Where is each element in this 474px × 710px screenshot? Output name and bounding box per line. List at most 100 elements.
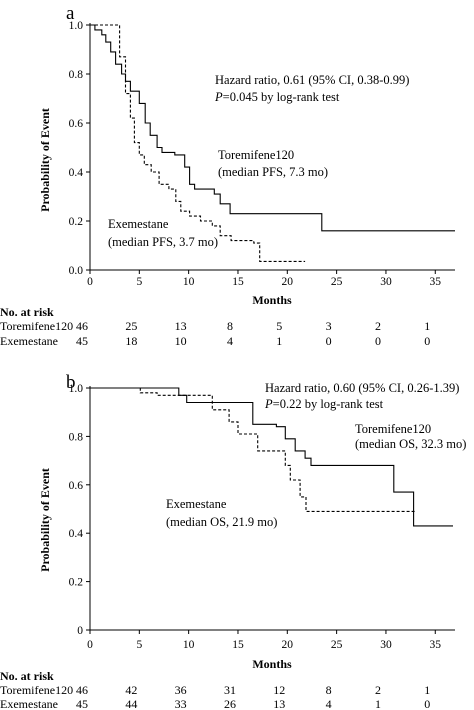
panel-b-series1-median: (median OS, 32.3 mo): [355, 437, 466, 451]
panel-b-p-symbol: P: [264, 397, 273, 411]
panel-b-p-text: =0.22 by log-rank test: [273, 397, 384, 411]
panel-a-risk-row-name: Toremifene120: [0, 319, 73, 333]
panel-b-x-tick-label: 10: [183, 639, 195, 651]
panel-a-kaplan-meier-pfs: a Probability of Event 0.0 0.2 0.4 0.6 0.8 1.…: [0, 3, 455, 348]
panel-a-risk-value: 1: [276, 334, 282, 348]
panel-b-curves: [90, 387, 453, 527]
panel-a-risk-value: 8: [227, 319, 233, 333]
panel-b-risk-row-name: Toremifene120: [0, 683, 73, 697]
panel-b-x-tick-label: 30: [380, 639, 392, 651]
panel-a-series1-label: Toremifene120: [218, 148, 294, 162]
panel-b-y-tick-label: 0: [77, 625, 83, 637]
panel-a-risk-value: 45: [76, 334, 88, 348]
panel-a-axes: 0.0 0.2 0.4 0.6 0.8 1.0 0 5 10 15 20 25 30 35: [69, 20, 455, 288]
panel-b-axes: 0 0.2 0.4 0.6 0.8 1.0 0 5 10 15 20 25 30 35: [69, 383, 455, 651]
panel-b-risk-value: 1: [375, 697, 381, 710]
panel-a-hazard-ratio: Hazard ratio, 0.61 (95% CI, 0.38-0.99): [215, 73, 409, 87]
panel-a-risk-header: No. at risk: [0, 305, 54, 319]
panel-a-risk-row-name: Exemestane: [0, 334, 58, 348]
panel-a-risk-value: 0: [424, 334, 430, 348]
panel-a-x-tick-label: 25: [331, 276, 343, 288]
panel-b-risk-value: 26: [224, 697, 236, 710]
panel-b-risk-value: 2: [375, 683, 381, 697]
panel-a-risk-value: 46: [76, 319, 88, 333]
panel-a-x-tick-label: 0: [87, 276, 93, 288]
panel-b-x-tick-label: 25: [331, 639, 343, 651]
panel-a-risk-value: 2: [375, 319, 381, 333]
panel-a-x-tick-label: 5: [136, 276, 142, 288]
panel-a-risk-value: 3: [326, 319, 332, 333]
panel-a-curve-toremifene120: [90, 24, 455, 232]
panel-a-risk-value: 18: [125, 334, 137, 348]
panel-a-risk-value: 25: [125, 319, 137, 333]
panel-a-y-tick-label: 0.2: [69, 216, 84, 228]
panel-a-risk-value: 0: [375, 334, 381, 348]
panel-a-x-axis-title: Months: [252, 293, 292, 307]
panel-a-risk-value: 13: [175, 319, 187, 333]
panel-b-x-tick-label: 5: [136, 639, 142, 651]
panel-b-x-tick-label: 0: [87, 639, 93, 651]
panel-b-risk-value: 31: [224, 683, 236, 697]
panel-a-risk-value: 10: [175, 334, 187, 348]
panel-a-x-tick-label: 20: [282, 276, 294, 288]
panel-b-risk-value: 4: [326, 697, 332, 710]
panel-b-x-axis-title: Months: [252, 657, 292, 671]
panel-a-y-tick-label: 0.6: [69, 118, 84, 130]
panel-b-risk-value: 45: [76, 697, 88, 710]
panel-b-risk-value: 8: [326, 683, 332, 697]
panel-a-x-tick-label: 10: [183, 276, 195, 288]
panel-b-risk-value: 1: [424, 683, 430, 697]
panel-a-p-text: =0.045 by log-rank test: [223, 90, 340, 104]
panel-a-x-tick-label: 35: [430, 276, 442, 288]
panel-a-curves: [90, 24, 455, 262]
panel-b-series2-label: Exemestane: [166, 497, 227, 511]
panel-b-p-value: P=0.22 by log-rank test: [264, 397, 384, 411]
panel-a-y-axis-title: Probability of Event: [38, 108, 52, 212]
panel-a-risk-value: 5: [276, 319, 282, 333]
panel-b-risk-value: 12: [273, 683, 285, 697]
panel-a-risk-value: 4: [227, 334, 233, 348]
panel-b-risk-value: 46: [76, 683, 88, 697]
panel-b-risk-value: 13: [273, 697, 285, 710]
panel-b-hazard-ratio: Hazard ratio, 0.60 (95% CI, 0.26-1.39): [265, 381, 459, 395]
panel-b-y-tick-label: 1.0: [69, 383, 84, 395]
panel-b-letter: b: [66, 372, 76, 393]
panel-b-risk-values: 46 42 36 31 12 8 2 145 44 33 26 13 4 1 0: [76, 683, 430, 710]
panel-b-risk-row-name: Exemestane: [0, 697, 58, 710]
panel-a-series1-median: (median PFS, 7.3 mo): [218, 165, 328, 179]
panel-a-y-tick-label: 1.0: [69, 20, 84, 32]
panel-b-y-axis-title: Probability of Event: [38, 468, 52, 572]
panel-a-series2-median: (median PFS, 3.7 mo): [108, 235, 218, 249]
panel-b-risk-value: 33: [175, 697, 187, 710]
panel-b-kaplan-meier-os: b Probability of Event 00.20.40.60.81.00…: [0, 372, 466, 710]
panel-b-y-tick-label: 0.6: [69, 480, 84, 492]
panel-b-risk-value: 44: [125, 697, 137, 710]
panel-a-y-tick-label: 0.4: [69, 167, 84, 179]
panel-a-x-tick-label: 30: [380, 276, 392, 288]
panel-b-risk-value: 0: [424, 697, 430, 710]
panel-b-series2-median: (median OS, 21.9 mo): [166, 515, 277, 529]
panel-a-curve-exemestane: [90, 24, 306, 262]
panel-a-risk-values: 46 25 13 8 5 3 2 145 18 10 4 1 0 0 0: [76, 319, 430, 348]
panel-b-risk-value: 42: [125, 683, 137, 697]
panel-a-y-tick-label: 0.8: [69, 69, 84, 81]
panel-b-series1-label: Toremifene120: [355, 422, 431, 436]
panel-b-y-tick-label: 0.4: [69, 528, 84, 540]
panel-b-x-tick-label: 35: [430, 639, 442, 651]
panel-a-p-symbol: P: [214, 90, 223, 104]
panel-a-y-tick-label: 0.0: [69, 265, 84, 277]
panel-a-risk-value: 0: [326, 334, 332, 348]
panel-a-series2-label: Exemestane: [108, 217, 169, 231]
panel-a-letter: a: [66, 3, 75, 24]
panel-a-p-value: P=0.045 by log-rank test: [214, 90, 340, 104]
panel-b-curve-toremifene120: [90, 387, 453, 527]
panel-b-risk-header: No. at risk: [0, 669, 54, 683]
panel-b-x-tick-label: 20: [282, 639, 294, 651]
panel-a-risk-value: 1: [424, 319, 430, 333]
panel-b-x-tick-label: 15: [232, 639, 244, 651]
panel-b-risk-value: 36: [175, 683, 187, 697]
panel-b-y-tick-label: 0.2: [69, 577, 84, 589]
panel-b-curve-exemestane: [90, 387, 416, 512]
panel-b-y-tick-label: 0.8: [69, 431, 84, 443]
